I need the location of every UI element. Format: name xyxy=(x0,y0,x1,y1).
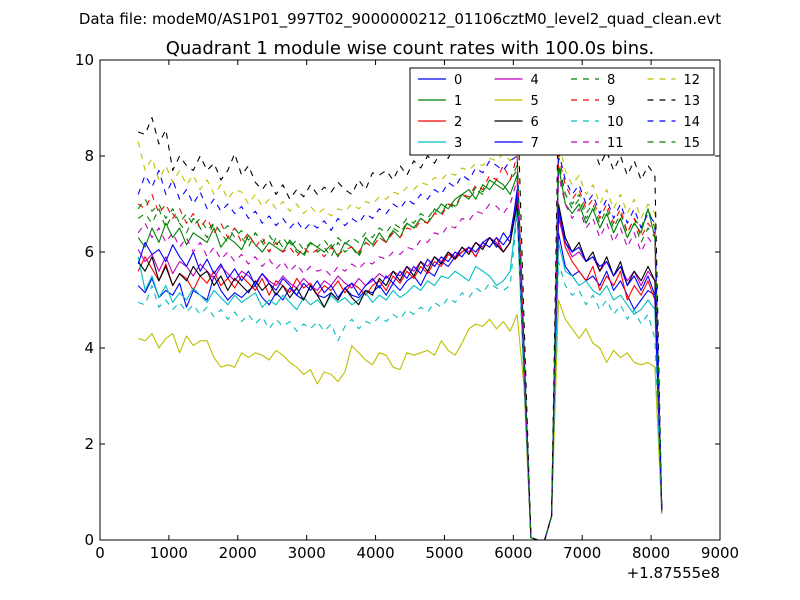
legend-label-1: 1 xyxy=(454,94,462,109)
series-line-12 xyxy=(137,141,663,540)
x-offset-label: +1.87555e8 xyxy=(627,564,720,582)
series-line-9 xyxy=(137,155,663,540)
ticks-layer: 0 1000 2000 3000 4000 5000 6000 7000 8000 9000 0 2 4… xyxy=(75,51,739,562)
x-tick-label: 4000 xyxy=(356,544,394,562)
legend-label-2: 2 xyxy=(454,115,462,130)
series-layer xyxy=(137,88,663,540)
y-tick-label: 0 xyxy=(84,531,94,549)
x-tick-label: 9000 xyxy=(701,544,739,562)
legend-label-6: 6 xyxy=(531,115,539,130)
y-tick-label: 6 xyxy=(84,243,94,261)
legend-label-9: 9 xyxy=(607,94,615,109)
x-tick-label: 7000 xyxy=(563,544,601,562)
series-line-3 xyxy=(137,208,663,540)
legend-label-3: 3 xyxy=(454,136,462,151)
legend-label-12: 12 xyxy=(684,73,701,88)
series-line-0 xyxy=(137,189,663,540)
x-tick-label: 6000 xyxy=(494,544,532,562)
series-line-2 xyxy=(137,203,663,540)
legend-label-13: 13 xyxy=(684,94,701,109)
legend-label-8: 8 xyxy=(607,73,615,88)
axes-frame xyxy=(99,59,721,541)
series-line-4 xyxy=(137,198,663,540)
series-line-7 xyxy=(137,193,663,540)
chart-title: Quadrant 1 module wise count rates with … xyxy=(166,38,655,59)
legend-label-0: 0 xyxy=(454,73,462,88)
x-tick-label: 1000 xyxy=(150,544,188,562)
series-line-6 xyxy=(137,203,663,540)
chart-suptitle: Data file: modeM0/AS1P01_997T02_90000002… xyxy=(79,10,721,29)
legend-label-11: 11 xyxy=(607,136,624,151)
x-tick-label: 0 xyxy=(95,544,105,562)
legend-label-7: 7 xyxy=(531,136,539,151)
x-tick-label: 3000 xyxy=(288,544,326,562)
legend-label-14: 14 xyxy=(684,115,701,130)
y-tick-label: 2 xyxy=(84,435,94,453)
y-tick-label: 4 xyxy=(84,339,94,357)
legend-label-4: 4 xyxy=(531,73,539,88)
series-line-11 xyxy=(137,174,663,540)
x-tick-label: 2000 xyxy=(219,544,257,562)
legend-label-10: 10 xyxy=(607,115,624,130)
series-line-15 xyxy=(137,165,663,540)
legend-frame xyxy=(409,67,715,156)
legend-label-15: 15 xyxy=(684,136,701,151)
series-line-5 xyxy=(138,299,663,540)
legend-label-5: 5 xyxy=(531,94,539,109)
y-tick-label: 8 xyxy=(84,147,94,165)
series-line-8 xyxy=(137,160,663,540)
x-tick-label: 8000 xyxy=(632,544,670,562)
x-tick-label: 5000 xyxy=(425,544,463,562)
y-tick-label: 10 xyxy=(75,51,94,69)
series-line-10 xyxy=(138,213,663,540)
series-line-14 xyxy=(137,150,663,540)
